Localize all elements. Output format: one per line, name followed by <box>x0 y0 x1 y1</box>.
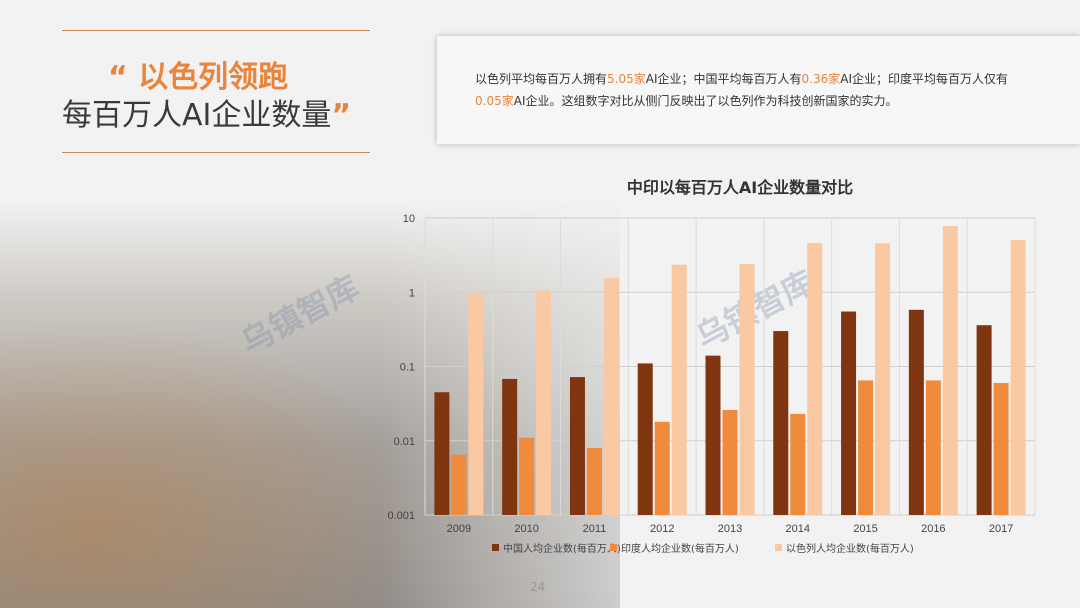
bar-0 <box>841 311 857 515</box>
bar-2 <box>1010 240 1026 515</box>
bar-2 <box>942 226 958 516</box>
x-tick-label: 2016 <box>921 523 945 535</box>
bar-1 <box>790 413 806 515</box>
israel-value: 5.05家 <box>607 72 646 86</box>
bar-0 <box>773 331 789 515</box>
china-value: 0.36家 <box>801 72 841 86</box>
legend-label: 中国人均企业数(每百万人) <box>503 542 621 555</box>
desc-part-3: AI企业；印度平均每百万人仅有 <box>840 72 1008 86</box>
bar-2 <box>468 293 484 515</box>
bar-1 <box>451 454 467 515</box>
legend-label: 以色列人均企业数(每百万人) <box>786 542 914 555</box>
bar-2 <box>536 290 552 515</box>
legend-swatch <box>492 544 499 551</box>
bar-2 <box>875 243 891 516</box>
x-tick-label: 2010 <box>514 523 538 535</box>
bar-1 <box>586 447 602 515</box>
bar-2 <box>739 264 755 515</box>
title-line-2: 每百万人AI企业数量” <box>62 90 351 134</box>
bar-1 <box>993 382 1009 515</box>
bar-0 <box>502 378 518 515</box>
bar-0 <box>705 355 721 515</box>
x-tick-label: 2014 <box>786 523 810 535</box>
x-tick-label: 2017 <box>989 523 1013 535</box>
y-tick-label: 0.001 <box>387 510 415 522</box>
close-quote: ” <box>331 98 352 133</box>
bottom-rule <box>62 152 370 153</box>
bar-1 <box>925 380 941 515</box>
legend-label: 印度人均企业数(每百万人) <box>621 542 739 555</box>
title-sub: 每百万人AI企业数量 <box>62 98 332 133</box>
india-value: 0.05家 <box>475 94 514 108</box>
legend-swatch <box>775 544 782 551</box>
bar-0 <box>569 377 585 515</box>
bar-2 <box>603 278 619 515</box>
bar-0 <box>637 363 653 515</box>
y-tick-label: 1 <box>409 287 415 299</box>
chart-title: 中印以每百万人AI企业数量对比 <box>626 178 854 197</box>
bar-0 <box>908 309 924 515</box>
background-fade <box>380 200 800 608</box>
y-tick-label: 10 <box>403 213 415 225</box>
top-rule <box>62 30 370 31</box>
bar-1 <box>858 380 874 515</box>
x-tick-label: 2011 <box>583 523 607 535</box>
bar-1 <box>654 421 670 515</box>
bar-0 <box>434 392 450 515</box>
x-tick-label: 2015 <box>853 523 877 535</box>
desc-part-2: AI企业；中国平均每百万人有 <box>645 72 802 86</box>
x-tick-label: 2013 <box>718 523 742 535</box>
desc-part-4: AI企业。这组数字对比从侧门反映出了以色列作为科技创新国家的实力。 <box>513 94 898 108</box>
bar-0 <box>976 325 992 515</box>
title-main: 以色列领跑 <box>138 60 289 95</box>
description-box: 以色列平均每百万人拥有5.05家AI企业；中国平均每百万人有0.36家AI企业；… <box>437 36 1080 144</box>
open-quote: “ <box>108 60 128 95</box>
bar-2 <box>807 243 823 515</box>
bar-chart: 0.001 0.01 0.1 1 10 2009 2010 2011 2012 2013 2014 2… <box>387 213 1036 555</box>
y-tick-label: 0.1 <box>400 362 415 374</box>
legend-swatch <box>610 544 617 551</box>
desc-part-1: 以色列平均每百万人拥有 <box>475 72 608 86</box>
bar-2 <box>671 264 687 515</box>
description-text: 以色列平均每百万人拥有5.05家AI企业；中国平均每百万人有0.36家AI企业；… <box>475 68 1015 112</box>
x-tick-label: 2009 <box>447 523 471 535</box>
title-line-1: “ 以色列领跑 <box>108 52 288 96</box>
bar-1 <box>519 437 535 515</box>
page-number: 24 <box>530 580 546 594</box>
y-tick-label: 0.01 <box>394 436 415 448</box>
bar-1 <box>722 409 738 515</box>
x-tick-label: 2012 <box>650 523 674 535</box>
